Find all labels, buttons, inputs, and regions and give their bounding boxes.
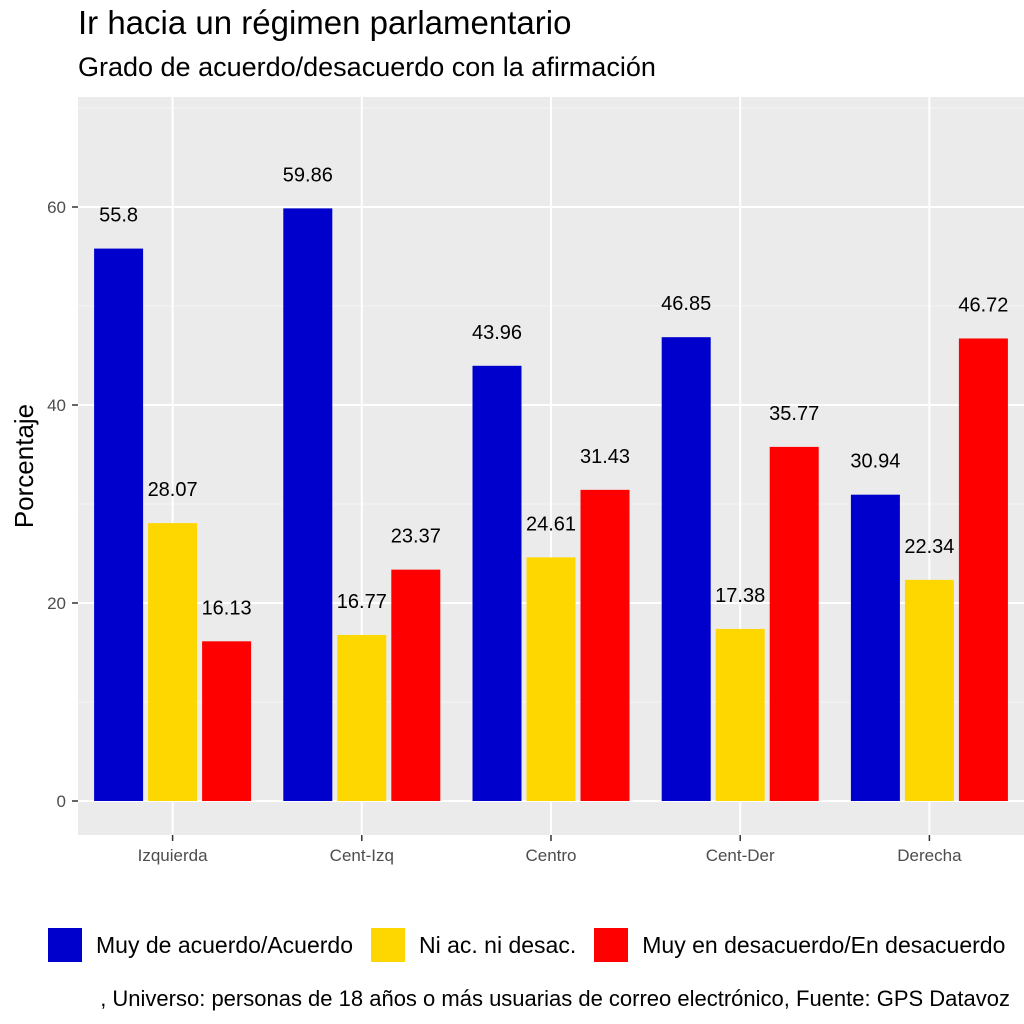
legend-item-desacuerdo: Muy en desacuerdo/En desacuerdo [594, 928, 1005, 962]
chart-caption: , Universo: personas de 18 años o más us… [100, 986, 1010, 1011]
chart-title: Ir hacia un régimen parlamentario [78, 4, 572, 41]
data-label: 30.94 [850, 451, 900, 473]
x-tick-label: Izquierda [138, 846, 208, 865]
x-tick-label: Derecha [897, 846, 962, 865]
bar [904, 579, 954, 801]
data-label: 16.13 [202, 597, 252, 619]
data-label: 23.37 [391, 526, 441, 548]
data-label: 16.77 [337, 591, 387, 613]
legend-swatch-desacuerdo [594, 928, 629, 962]
y-tick-label: 60 [47, 198, 66, 217]
legend-label-neutral: Ni ac. ni desac. [419, 931, 577, 958]
x-tick-label: Centro [525, 846, 576, 865]
bar [472, 365, 522, 801]
data-label: 43.96 [472, 322, 522, 344]
data-label: 35.77 [769, 403, 819, 425]
bar [715, 628, 765, 801]
data-label: 55.8 [99, 205, 138, 227]
legend-swatch-neutral [371, 928, 405, 962]
bar [850, 494, 900, 801]
y-tick-label: 40 [47, 396, 66, 415]
bar [391, 569, 441, 801]
data-label: 31.43 [580, 446, 630, 468]
data-label: 28.07 [148, 479, 198, 501]
y-tick-label: 20 [47, 594, 66, 613]
chart-subtitle: Grado de acuerdo/desacuerdo con la afirm… [78, 52, 656, 82]
legend-swatch-acuerdo [48, 928, 82, 962]
y-axis-title: Porcentaje [9, 404, 39, 528]
bar [661, 337, 711, 801]
data-label: 59.86 [283, 164, 333, 186]
bar [526, 557, 576, 801]
bar [958, 338, 1008, 801]
data-label: 24.61 [526, 513, 576, 535]
data-label: 46.85 [661, 293, 711, 315]
bar [148, 523, 198, 801]
legend-label-acuerdo: Muy de acuerdo/Acuerdo [96, 931, 353, 958]
bar [94, 248, 144, 801]
data-label: 17.38 [715, 585, 765, 607]
data-label: 22.34 [904, 536, 954, 558]
x-tick-label: Cent-Izq [330, 846, 394, 865]
legend-label-desacuerdo: Muy en desacuerdo/En desacuerdo [642, 931, 1006, 958]
legend-item-acuerdo: Muy de acuerdo/Acuerdo [48, 928, 353, 962]
y-tick-label: 0 [57, 792, 66, 811]
legend: Muy de acuerdo/Acuerdo Ni ac. ni desac. … [48, 928, 1023, 962]
x-tick-label: Cent-Der [706, 846, 775, 865]
bar [202, 641, 252, 801]
bar [580, 489, 630, 801]
data-label: 46.72 [958, 294, 1008, 316]
bar-chart: 0 20 40 60 55.8 59.86 43.96 46.85 30.94 28.07 16.7… [9, 97, 1024, 865]
legend-item-neutral: Ni ac. ni desac. [371, 928, 576, 962]
bar [769, 446, 819, 801]
bar [337, 634, 387, 801]
bar [283, 208, 333, 802]
